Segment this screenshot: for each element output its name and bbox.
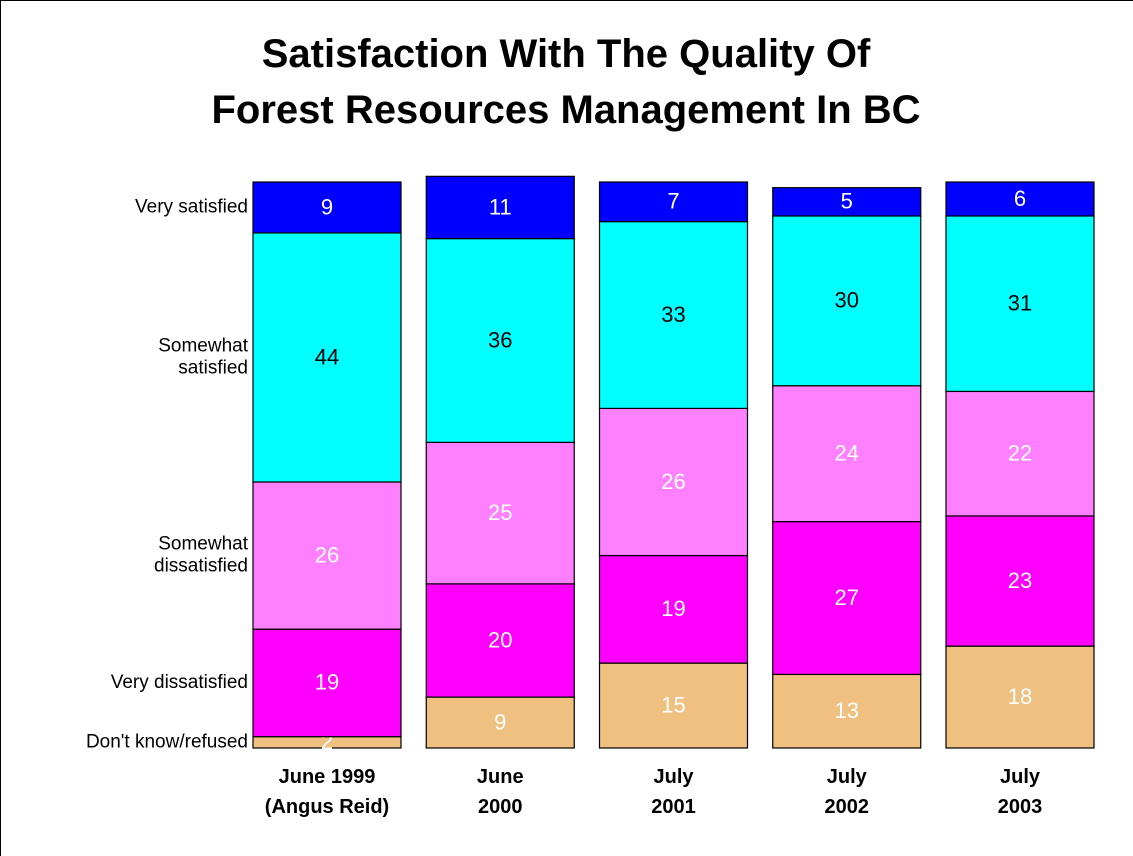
- data-label: 18: [1008, 684, 1032, 709]
- bar-segment: [252, 232, 402, 483]
- x-tick-label: June 1999 (Angus Reid): [265, 766, 389, 818]
- bar-segment: [598, 181, 749, 223]
- bar-segment: [772, 215, 922, 387]
- bar-segment: [945, 515, 1095, 647]
- bar-segment: [252, 181, 402, 234]
- data-label: 26: [661, 469, 685, 494]
- bar-segment: [598, 221, 749, 409]
- legend-label: Don't know/refused: [86, 731, 248, 752]
- bar-segment: [425, 441, 575, 585]
- data-label: 19: [315, 670, 339, 695]
- x-tick-label: July 2001: [651, 766, 696, 818]
- data-label: 15: [661, 692, 685, 717]
- bar-segment: [252, 628, 402, 738]
- bar-segment: [772, 673, 922, 749]
- data-label: 9: [494, 709, 506, 734]
- data-label: 24: [835, 440, 859, 465]
- bar-segment: [945, 645, 1095, 749]
- data-label: 33: [661, 302, 685, 327]
- bar-segment: [252, 481, 402, 630]
- data-label: 22: [1008, 440, 1032, 465]
- data-label: 7: [667, 189, 679, 214]
- legend-label: Somewhat satisfied: [158, 335, 248, 378]
- data-label: 25: [488, 500, 512, 525]
- x-tick-label: July 2003: [998, 766, 1043, 818]
- data-label: 26: [315, 542, 339, 567]
- legend-label: Somewhat dissatisfied: [154, 534, 249, 577]
- bar-segment: [598, 662, 749, 749]
- data-label: 6: [1014, 186, 1026, 211]
- data-label: 30: [835, 288, 859, 313]
- bar-segment: [772, 520, 922, 676]
- bar-segment: [772, 385, 922, 523]
- bar-segment: [945, 215, 1095, 393]
- data-label: 31: [1008, 291, 1032, 316]
- bar-segment: [945, 390, 1095, 517]
- data-label: 20: [488, 627, 512, 652]
- data-label: 36: [488, 327, 512, 352]
- data-label: 19: [661, 596, 685, 621]
- x-tick-label: June 2000: [477, 766, 524, 818]
- legend-label: Very dissatisfied: [111, 672, 248, 693]
- data-label: 11: [489, 194, 512, 219]
- bar-segment: [425, 238, 575, 443]
- bar-segment: [772, 187, 922, 217]
- data-label: 9: [321, 194, 333, 219]
- data-label: 27: [835, 585, 859, 610]
- data-label: 13: [835, 698, 859, 723]
- data-label: 5: [841, 189, 853, 214]
- x-tick-label: July 2002: [825, 766, 870, 818]
- data-label: 23: [1008, 568, 1032, 593]
- legend-label: Very satisfied: [135, 196, 248, 217]
- bar-segment: [425, 175, 575, 240]
- bar-segment: [945, 181, 1095, 217]
- data-label: 44: [315, 344, 339, 369]
- bar-segment: [425, 583, 575, 698]
- chart-title: Satisfaction With The Quality Of Forest R…: [211, 32, 920, 132]
